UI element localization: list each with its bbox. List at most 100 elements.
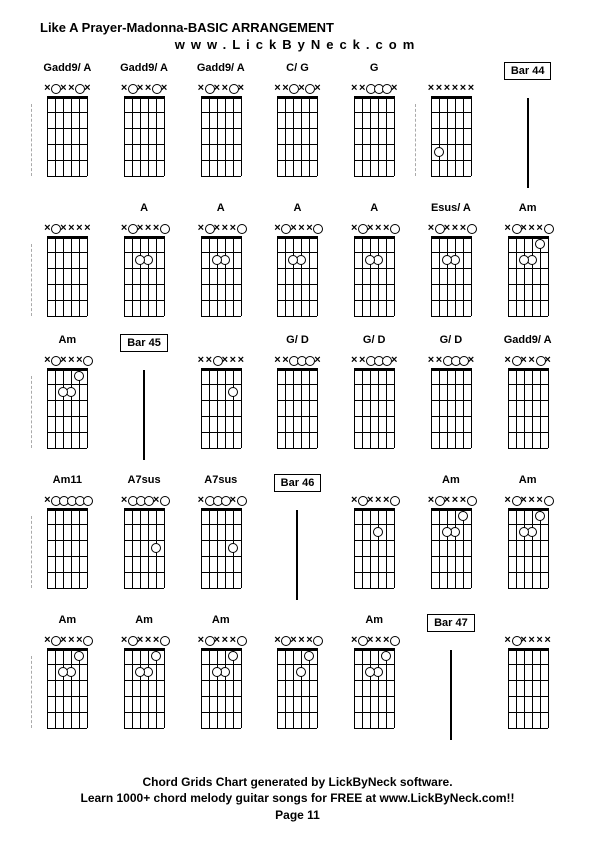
chord-label: [219, 334, 222, 348]
mute-string-icon: [350, 356, 358, 364]
fret-diagram: [197, 352, 245, 452]
finger-dot: [535, 239, 545, 249]
fret-diagram: [120, 80, 168, 180]
chord-diagram: Am: [500, 474, 555, 600]
open-string-icon: [467, 224, 477, 234]
fret-diagram: [350, 80, 398, 180]
page-number: Page 11: [0, 807, 595, 824]
open-string-icon: [160, 224, 170, 234]
chord-label: Am: [519, 202, 537, 216]
mute-string-icon: [152, 636, 160, 644]
mute-string-icon: [544, 356, 552, 364]
bar-line: [450, 650, 452, 740]
chord-label: Am: [519, 474, 537, 488]
mute-string-icon: [451, 224, 459, 232]
mute-string-icon: [229, 224, 237, 232]
mute-string-icon: [528, 636, 536, 644]
mute-string-icon: [313, 356, 321, 364]
mute-string-icon: [390, 356, 398, 364]
mute-string-icon: [59, 356, 67, 364]
chord-diagram: G: [347, 62, 402, 188]
open-string-icon: [237, 496, 247, 506]
mute-string-icon: [528, 496, 536, 504]
mute-string-icon: [221, 84, 229, 92]
mute-string-icon: [144, 224, 152, 232]
finger-dot: [296, 667, 306, 677]
mute-string-icon: [205, 356, 213, 364]
mute-string-icon: [160, 84, 168, 92]
chord-diagram: G/ D: [424, 334, 479, 460]
mute-string-icon: [504, 356, 512, 364]
mute-string-icon: [366, 636, 374, 644]
mute-string-icon: [120, 496, 128, 504]
fret-diagram: [120, 220, 168, 320]
fret-diagram: [273, 352, 321, 452]
mute-string-icon: [67, 224, 75, 232]
chord-label: Am11: [53, 474, 82, 488]
mute-string-icon: [504, 496, 512, 504]
bar-marker: Bar 45: [117, 334, 172, 460]
mute-string-icon: [305, 636, 313, 644]
mute-string-icon: [197, 224, 205, 232]
open-string-icon: [160, 496, 170, 506]
mute-string-icon: [297, 84, 305, 92]
open-string-icon: [313, 224, 323, 234]
chord-label: A: [140, 202, 148, 216]
mute-string-icon: [43, 224, 51, 232]
fret-diagram: [43, 632, 91, 732]
fret-diagram: [197, 492, 245, 592]
mute-string-icon: [520, 636, 528, 644]
mute-string-icon: [237, 356, 245, 364]
bar-marker: Bar 46: [270, 474, 325, 600]
mute-string-icon: [120, 84, 128, 92]
chord-label: A: [217, 202, 225, 216]
mute-string-icon: [350, 84, 358, 92]
mute-string-icon: [152, 496, 160, 504]
mute-string-icon: [528, 224, 536, 232]
mute-string-icon: [75, 356, 83, 364]
bar-label: Bar 46: [274, 474, 322, 492]
mute-string-icon: [427, 84, 435, 92]
chord-label: Am: [212, 614, 230, 628]
chord-diagram: A7sus: [117, 474, 172, 600]
open-string-icon: [313, 636, 323, 646]
chord-label: [66, 202, 69, 216]
mute-string-icon: [504, 636, 512, 644]
mute-string-icon: [443, 84, 451, 92]
chord-diagram: Gadd9/ A: [193, 62, 248, 188]
fret-diagram: [43, 352, 91, 452]
finger-dot: [519, 527, 529, 537]
mute-string-icon: [536, 636, 544, 644]
chord-label: Am: [442, 474, 460, 488]
fret-diagram: [43, 220, 91, 320]
mute-string-icon: [43, 496, 51, 504]
finger-dot: [304, 651, 314, 661]
mute-string-icon: [382, 224, 390, 232]
mute-string-icon: [350, 496, 358, 504]
mute-string-icon: [297, 224, 305, 232]
mute-string-icon: [390, 84, 398, 92]
mute-string-icon: [382, 636, 390, 644]
mute-string-icon: [528, 356, 536, 364]
finger-dot: [74, 371, 84, 381]
fret-diagram: [350, 220, 398, 320]
mute-string-icon: [59, 636, 67, 644]
mute-string-icon: [120, 224, 128, 232]
chord-diagram: Am: [500, 202, 555, 320]
chord-label: Am: [365, 614, 383, 628]
chord-label: Gadd9/ A: [120, 62, 168, 76]
mute-string-icon: [382, 496, 390, 504]
finger-dot: [135, 667, 145, 677]
mute-string-icon: [213, 636, 221, 644]
mute-string-icon: [67, 636, 75, 644]
chord-label: [373, 474, 376, 488]
footer: Chord Grids Chart generated by LickByNec…: [0, 774, 595, 824]
fret-diagram: [427, 80, 475, 180]
chord-label: Gadd9/ A: [504, 334, 552, 348]
chord-label: Gadd9/ A: [43, 62, 91, 76]
open-string-icon: [544, 224, 554, 234]
chord-diagram: Am: [40, 334, 95, 460]
chord-diagram: [193, 334, 248, 460]
chord-label: A: [294, 202, 302, 216]
open-string-icon: [544, 496, 554, 506]
